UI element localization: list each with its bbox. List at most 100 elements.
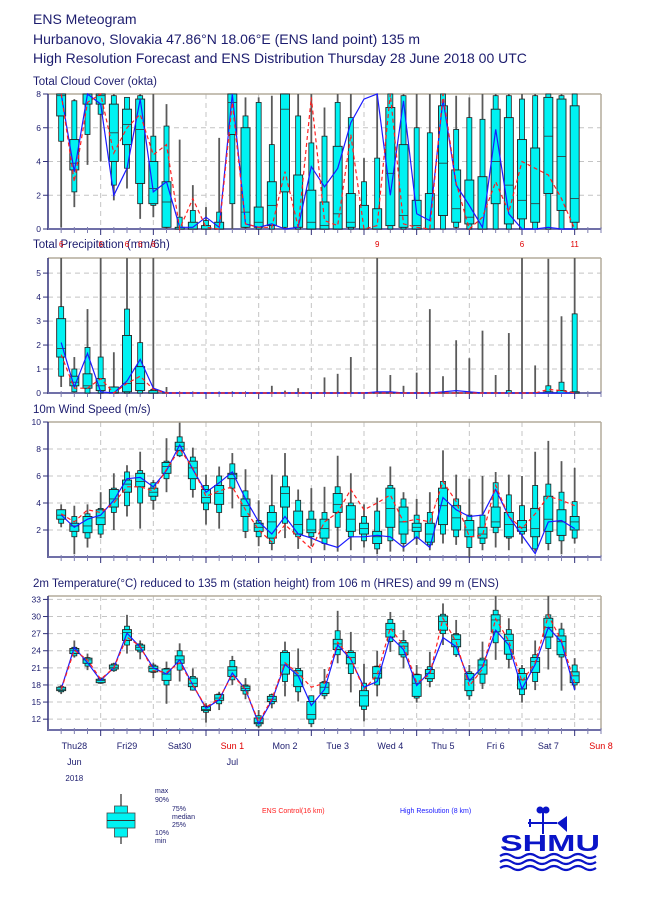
ens-box	[148, 480, 159, 510]
y-tick-label: 27	[32, 629, 42, 639]
ens-box	[95, 258, 106, 394]
box-25-75	[451, 169, 462, 223]
temperature-panel: 12 15 18 21 24 27 30 33	[32, 594, 602, 736]
ens-box	[306, 94, 317, 230]
box-25-75	[464, 673, 475, 692]
box-25-75	[569, 516, 580, 531]
ens-box	[266, 474, 277, 551]
y-tick-label: 6	[36, 471, 41, 481]
day-label: Sun 8	[589, 741, 613, 751]
day-label: Thu 5	[431, 741, 454, 751]
page-title: ENS Meteogram	[33, 11, 137, 27]
legend-p75-label: 75%	[172, 806, 187, 813]
box-25-75	[398, 506, 409, 535]
ens-box	[148, 94, 159, 218]
box-25-75	[161, 462, 172, 474]
box-25-75	[464, 179, 475, 225]
day-label: Mon 2	[272, 741, 297, 751]
box-25-75	[398, 642, 409, 656]
legend-p25-label: 25%	[172, 822, 187, 829]
box-25-75	[332, 493, 343, 513]
ens-box	[372, 258, 382, 394]
ens-box	[82, 309, 93, 394]
ens-box	[451, 95, 462, 229]
box-10-90	[519, 505, 525, 535]
box-25-75	[56, 318, 67, 358]
meteogram-charts: Total Cloud Cover (okta) Total Precipita…	[32, 76, 613, 783]
offscale-max-label: 6	[125, 240, 130, 249]
box-25-75	[306, 518, 317, 534]
box-25-75	[372, 530, 383, 544]
ens-box	[385, 375, 395, 394]
ens-box	[411, 498, 422, 545]
ens-box	[477, 476, 488, 551]
ens-box	[530, 94, 541, 230]
y-tick-label: 30	[32, 612, 42, 622]
box-25-75	[517, 673, 527, 690]
offscale-max-label: 11	[571, 240, 580, 249]
box-25-75	[556, 98, 567, 211]
y-tick-label: 4	[36, 498, 41, 508]
ens-box	[464, 478, 475, 557]
box-10-90	[97, 356, 104, 394]
box-25-75	[187, 677, 198, 688]
ens-box	[122, 258, 132, 394]
ens-box	[530, 451, 541, 552]
ens-box	[477, 94, 488, 230]
y-tick-label: 2	[36, 190, 41, 200]
ens-box	[319, 486, 330, 551]
day-label: Sat30	[168, 741, 192, 751]
ens-box	[227, 655, 238, 685]
y-tick-label: 8	[36, 444, 41, 454]
box-25-75	[95, 378, 106, 392]
ens-box	[490, 596, 501, 660]
month-label: Jul	[227, 757, 239, 767]
ens-box	[372, 94, 383, 230]
box-25-75	[543, 495, 554, 532]
legend-p10-label: 10%	[155, 830, 170, 837]
box-10-90	[295, 115, 302, 230]
box-25-75	[135, 98, 146, 184]
ens-box	[253, 710, 264, 729]
ens-box	[108, 352, 119, 394]
day-label: Thu28	[62, 741, 88, 751]
legend-max-label: max	[155, 788, 169, 795]
ens-box	[385, 93, 396, 230]
ens-box	[490, 471, 501, 548]
ens-box	[280, 641, 290, 697]
ens-box	[556, 622, 567, 691]
ens-box	[108, 94, 119, 201]
ens-box	[464, 97, 475, 230]
box-25-75	[503, 117, 514, 225]
box-25-75	[161, 181, 172, 228]
ens-box	[478, 330, 487, 394]
y-tick-label: 0	[36, 224, 41, 234]
legend-min-label: min	[155, 838, 167, 845]
ens-box	[201, 207, 211, 230]
box-25-75	[122, 108, 132, 146]
ens-box	[425, 309, 435, 394]
ens-box	[556, 316, 567, 394]
ens-box	[543, 258, 554, 394]
ens-box	[174, 422, 185, 458]
ens-box	[556, 94, 567, 230]
box-25-75	[332, 145, 343, 230]
legend-control-label: ENS Control(16 km)	[262, 808, 325, 815]
wind-panel: 2 4 6 8 10	[32, 417, 602, 563]
ens-box	[333, 373, 343, 394]
offscale-max-label: 6	[138, 240, 143, 249]
y-tick-label: 1	[36, 364, 41, 374]
shmu-logo: SHMU	[499, 806, 600, 872]
box-25-75	[108, 489, 119, 508]
y-tick-label: 18	[32, 680, 42, 690]
waves-icon	[499, 852, 597, 872]
y-tick-label: 5	[36, 268, 41, 278]
ens-box	[266, 95, 277, 230]
y-tick-label: 21	[32, 663, 42, 673]
day-label: Sun 1	[221, 741, 245, 751]
y-tick-label: 10	[32, 417, 42, 427]
y-tick-label: 6	[36, 123, 41, 133]
ens-box	[293, 648, 304, 702]
box-25-75	[227, 666, 238, 677]
box-25-75	[385, 487, 396, 528]
